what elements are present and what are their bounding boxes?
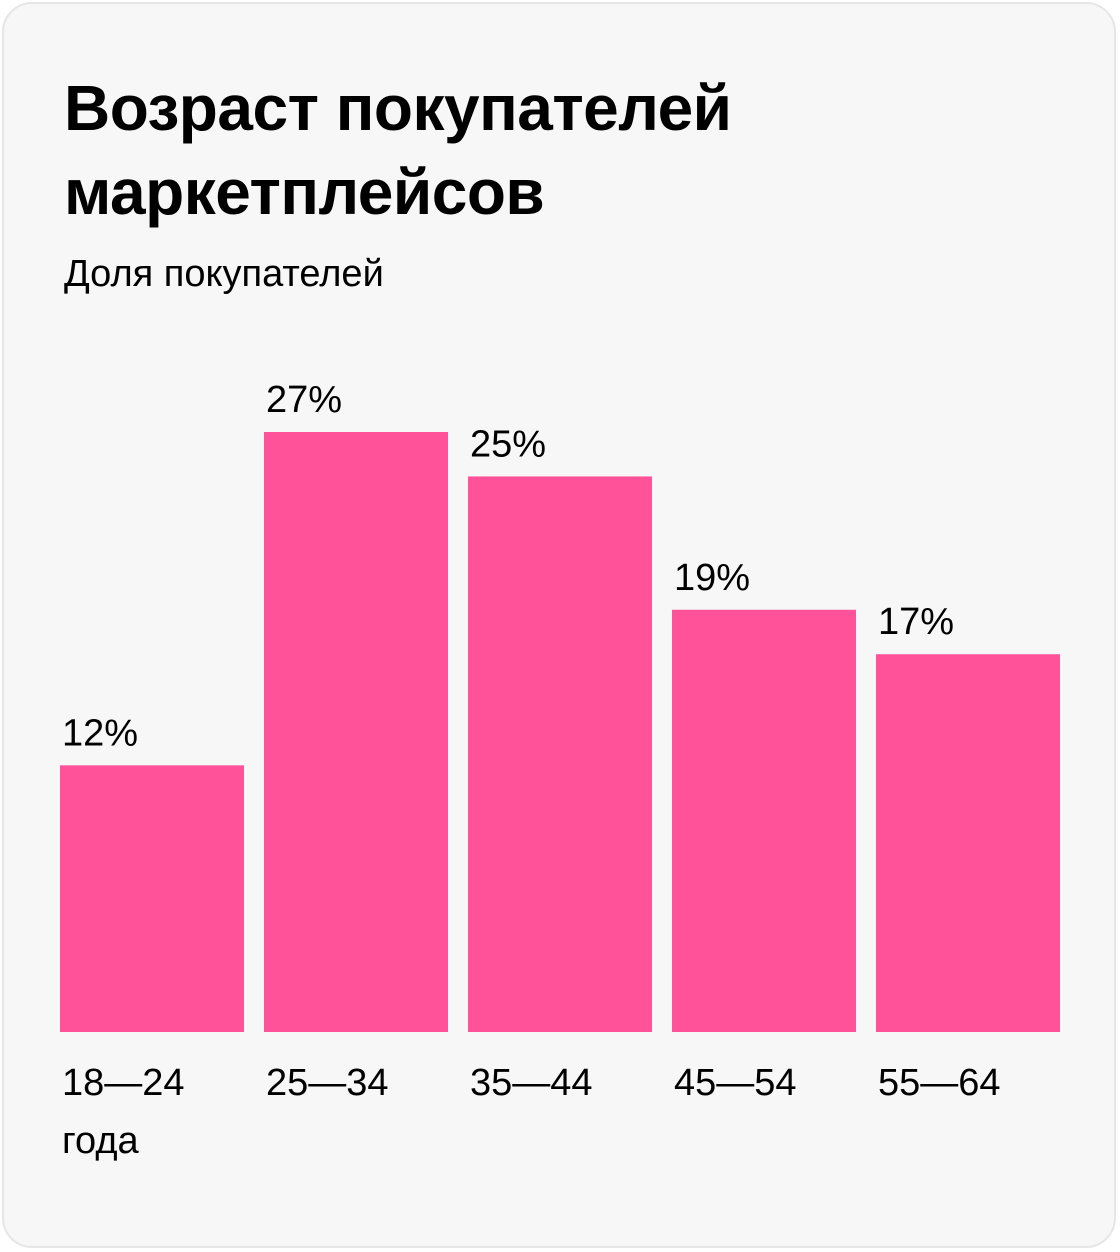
x-tick-label-55—64: 55—64 <box>878 1062 1001 1104</box>
bar-45—54 <box>672 609 856 1032</box>
bar-18—24 <box>60 765 244 1032</box>
x-tick-label-45—54: 45—54 <box>674 1062 797 1104</box>
data-label-25—34: 27% <box>266 379 342 421</box>
bar-35—44 <box>468 476 652 1032</box>
x-tick-label-35—44: 35—44 <box>470 1062 593 1104</box>
chart-subtitle: Доля покупателей <box>64 253 384 295</box>
bar-55—64 <box>876 654 1060 1032</box>
data-label-55—64: 17% <box>878 601 954 643</box>
data-label-35—44: 25% <box>470 423 546 465</box>
x-tick-label-18—24: 18—24 <box>62 1062 185 1104</box>
data-label-18—24: 12% <box>62 712 138 754</box>
x-tick-label-25—34: 25—34 <box>266 1062 389 1104</box>
x-axis-unit-label: года <box>62 1120 139 1162</box>
bar-25—34 <box>264 432 448 1032</box>
data-label-45—54: 19% <box>674 557 750 599</box>
chart-title: Возраст покупателей маркетплейсов <box>64 72 732 228</box>
